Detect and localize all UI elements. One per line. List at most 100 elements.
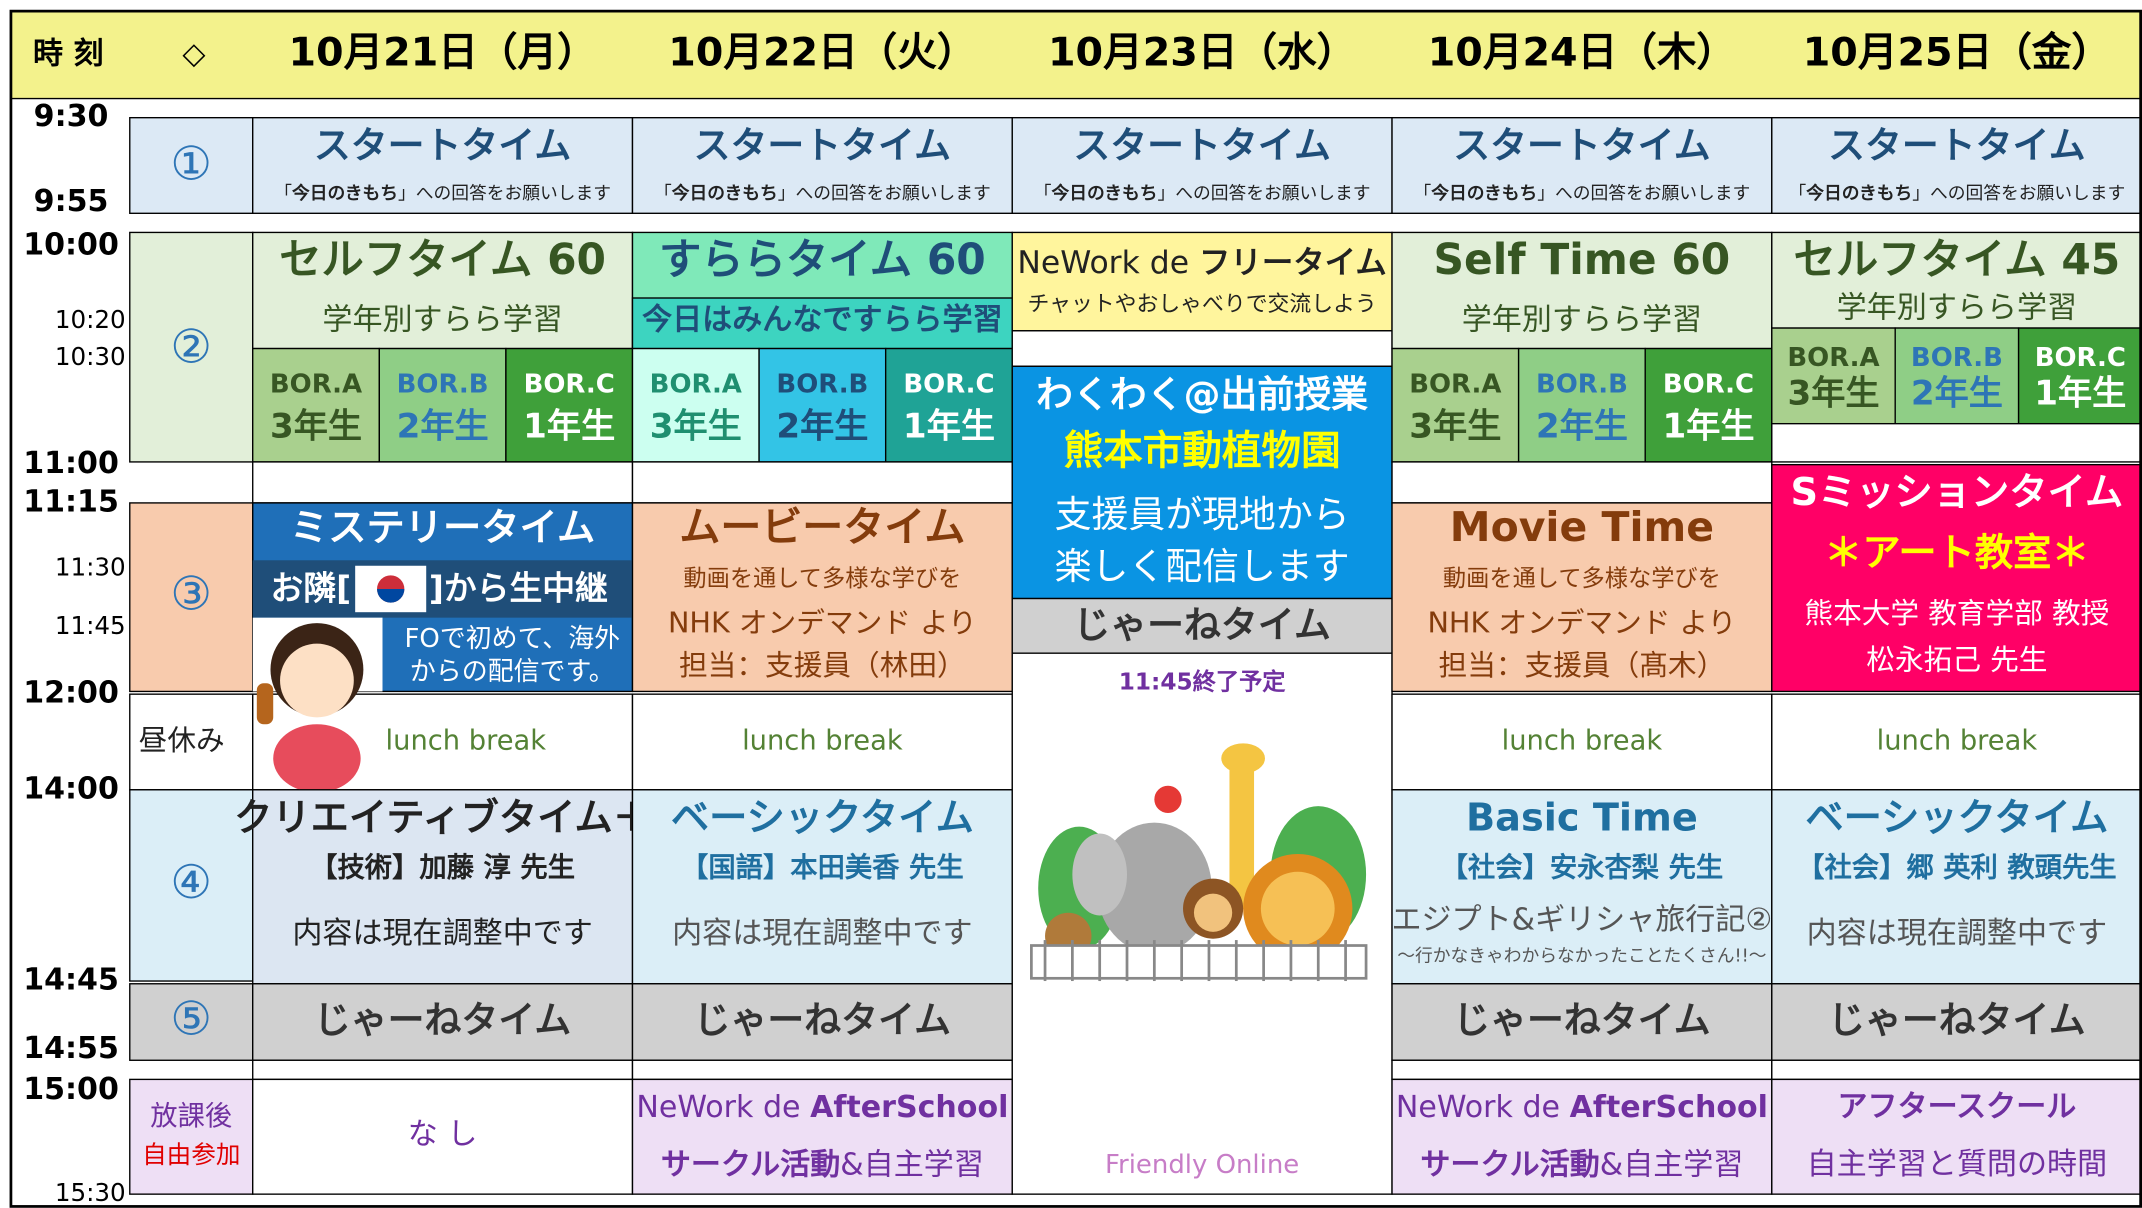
text-part: 「	[274, 183, 292, 204]
group-cell	[505, 347, 634, 463]
after-line: NeWork de AfterSchool	[636, 1090, 1008, 1125]
day-header: 10月24日（木）	[1428, 29, 1736, 75]
p3-cell	[631, 502, 1013, 693]
p4-teacher: 【社会】郷 英利 教頭先生	[1797, 852, 2116, 884]
group-grade: 1年生	[523, 406, 615, 446]
p2-subtitle: 学年別すらら学習	[1462, 303, 1702, 338]
group-name: BOR.B	[776, 369, 868, 399]
text-part: フリータイム	[1199, 245, 1387, 281]
text-part: サークル活動	[661, 1147, 840, 1182]
group-grade: 3年生	[650, 406, 742, 446]
lunch-cell	[1391, 693, 1773, 791]
p4-title: ベーシックタイム	[1805, 795, 2108, 840]
after-line: な し	[408, 1117, 478, 1152]
p5-cell	[252, 983, 634, 1061]
p2-title: セルフタイム 45	[1794, 235, 2121, 284]
event-line: 熊本市動植物園	[1064, 428, 1341, 474]
group-name: BOR.B	[1911, 343, 2003, 373]
group-name: BOR.A	[1787, 343, 1879, 373]
time-label: 15:00	[23, 1072, 119, 1107]
text-part: 」への回答をお願いします	[1912, 183, 2125, 204]
closing-title: じゃーねタイム	[1073, 604, 1330, 647]
group-name: BOR.A	[650, 369, 742, 399]
group-grade: 1年生	[2034, 373, 2126, 413]
text-part: NeWork de	[1396, 1090, 1570, 1125]
period-label: ②	[170, 319, 212, 373]
giraffe-neck	[1229, 758, 1255, 909]
group-cell	[758, 347, 887, 463]
p4-cell	[631, 789, 1013, 985]
p5-cell	[631, 983, 1013, 1061]
time-label: 11:45	[55, 611, 126, 640]
day-header: 10月25日（金）	[1803, 29, 2111, 75]
p4-line: 内容は現在調整中です	[672, 916, 972, 951]
group-grade: 3年生	[1787, 373, 1879, 413]
period-label: ④	[170, 855, 212, 909]
cell	[1771, 422, 2142, 463]
group-cell	[1771, 327, 1896, 425]
start-cell	[1391, 116, 1773, 214]
text-part: 」への回答をお願いします	[1537, 183, 1750, 204]
time-label: 10:20	[55, 305, 126, 334]
group-name: BOR.C	[1663, 369, 1754, 399]
free-note: チャットやおしゃべりで交流しよう	[1028, 292, 1377, 317]
text-part: 「	[654, 183, 672, 204]
start-title: スタートタイム	[1453, 124, 1710, 167]
cell	[1011, 330, 1393, 367]
p3-note: 動画を通して多様な学びを	[1443, 565, 1721, 592]
time-label: 11:15	[23, 484, 119, 519]
text-part: 今日のきもち	[1805, 182, 1912, 204]
cell	[631, 461, 1013, 504]
group-grade: 2年生	[776, 406, 868, 446]
text-part: 「	[1034, 183, 1052, 204]
start-cell	[631, 116, 1013, 214]
text-part: 今日のきもち	[671, 182, 778, 204]
day-header: 10月22日（火）	[668, 29, 976, 75]
free-title: NeWork de フリータイム	[1017, 245, 1386, 281]
group-cell	[1391, 347, 1520, 463]
p3-title: ムービータイム	[679, 503, 965, 551]
lunch-cell	[1771, 693, 2142, 791]
p4-line: 内容は現在調整中です	[292, 916, 592, 951]
group-name: BOR.B	[397, 369, 489, 399]
period-cell	[129, 231, 254, 463]
event-line: 楽しく配信します	[1055, 545, 1350, 588]
p4-subnote: 〜行かなきゃわからなかったことたくさん!!〜	[1397, 945, 1766, 966]
after-cell	[631, 1078, 1013, 1195]
p3-subtitle: ＊アート教室＊	[1824, 530, 2089, 575]
event-line: 支援員が現地から	[1055, 493, 1350, 536]
header-row	[10, 10, 2142, 100]
text-part: 」への回答をお願いします	[1158, 183, 1371, 204]
after-line: NeWork de AfterSchool	[1396, 1090, 1768, 1125]
text-part: AfterSchool	[1570, 1090, 1768, 1125]
p3-title: Sミッションタイム	[1790, 470, 2123, 515]
giraffe-head	[1221, 743, 1265, 774]
text-part: 「	[1414, 183, 1432, 204]
monkey-face	[1193, 893, 1233, 932]
period-cell	[129, 693, 254, 791]
p2-subtitle: 学年別すらら学習	[322, 303, 562, 338]
text-part: &自主学習	[1600, 1147, 1744, 1182]
group-grade: 2年生	[1536, 406, 1628, 446]
period-cell	[129, 983, 254, 1061]
time-label: 15:30	[55, 1178, 126, 1207]
group-grade: 2年生	[397, 406, 489, 446]
fence	[1030, 944, 1368, 980]
text-part: AfterSchool	[810, 1090, 1008, 1125]
group-name: BOR.A	[270, 369, 362, 399]
p3-cell	[1391, 502, 1773, 693]
parrot	[1154, 785, 1182, 814]
p4-teacher: 【国語】本田美香 先生	[681, 852, 964, 884]
p4-line: 内容は現在調整中です	[1807, 916, 2107, 951]
start-note: 「今日のきもち」への回答をお願いします	[274, 182, 611, 204]
p3-line: 担当：支援員（髙木）	[1439, 648, 1726, 682]
end-note: 11:45終了予定	[1119, 669, 1287, 696]
live-cell	[252, 560, 633, 618]
event-cell	[1011, 365, 1393, 600]
period-label: ①	[170, 136, 212, 190]
text-part: サークル活動	[1420, 1147, 1599, 1182]
period-label: ③	[170, 567, 212, 621]
start-note: 「今日のきもち」への回答をお願いします	[1414, 182, 1751, 204]
